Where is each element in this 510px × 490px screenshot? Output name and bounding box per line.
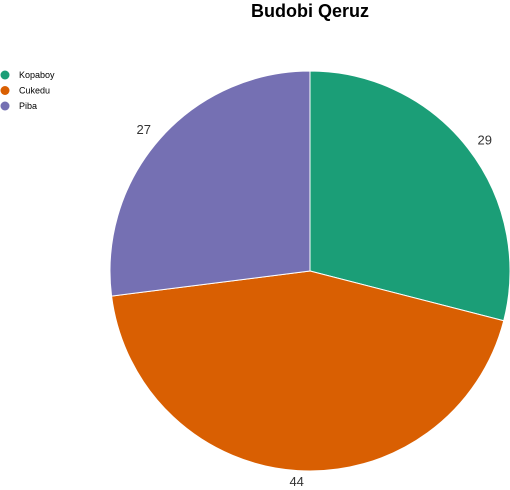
legend-label-cukedu: Cukedu: [19, 86, 50, 96]
legend-marker-piba: [0, 101, 10, 111]
pie-slices: [109, 70, 510, 472]
slice-label-piba: 27: [137, 122, 151, 137]
slice-label-kopaboy: 29: [478, 133, 492, 148]
legend-marker-cukedu: [0, 86, 10, 95]
slice-labels: 29 44 27: [137, 122, 492, 489]
pie-slice-piba: [109, 70, 311, 297]
legend-marker-kopaboy: [0, 70, 10, 80]
legend-label-kopaboy: Kopaboy: [19, 70, 55, 80]
legend-label-piba: Piba: [19, 101, 37, 111]
pie-slice-cukedu: [111, 270, 505, 472]
chart-title: Budobi Qeruz: [251, 1, 369, 21]
slice-label-cukedu: 44: [289, 474, 303, 489]
legend: Kopaboy Cukedu Piba: [0, 70, 55, 111]
